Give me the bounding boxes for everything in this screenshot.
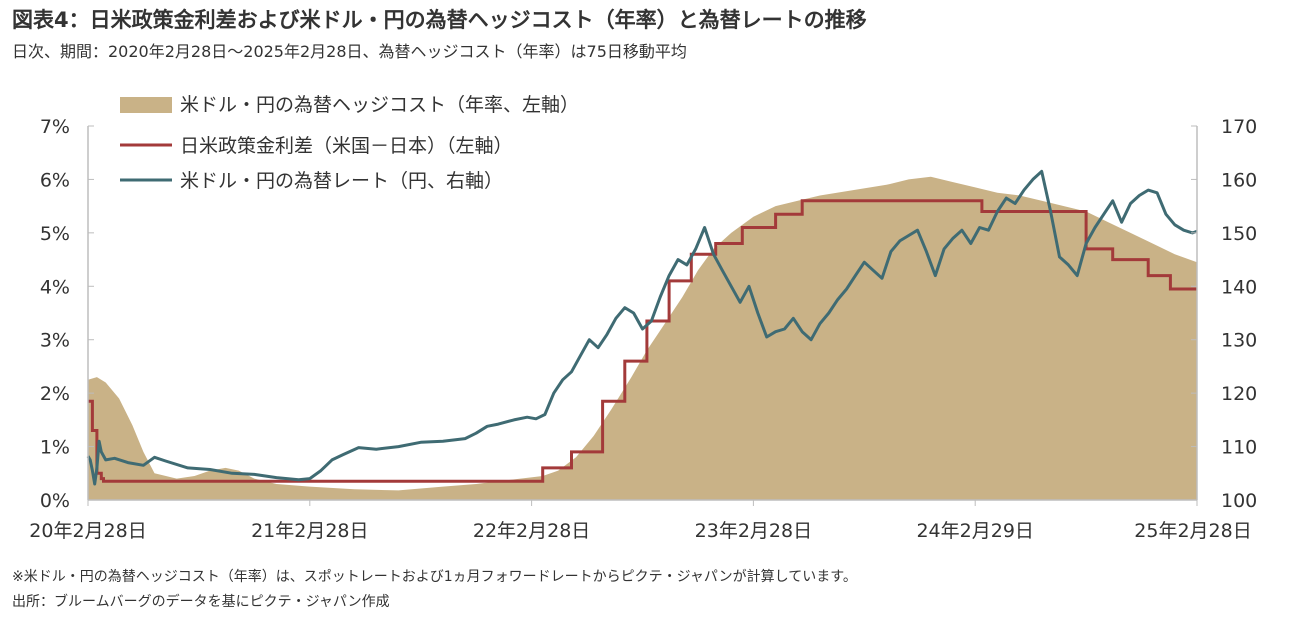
y-right-tick-label: 170	[1221, 116, 1257, 138]
y-left-tick-label: 6%	[40, 169, 70, 191]
x-tick-label: 22年2月28日	[473, 520, 590, 542]
legend-label: 日米政策金利差（米国－日本）（左軸）	[180, 135, 513, 157]
usdjpy-line	[86, 169, 1198, 486]
y-right-tick-label: 160	[1221, 169, 1257, 191]
legend-label: 米ドル・円の為替ヘッジコスト（年率、左軸）	[180, 94, 579, 116]
y-left-tick-label: 7%	[40, 116, 70, 138]
footnote: ※米ドル・円の為替ヘッジコスト（年率）は、スポットレートおよび1ヵ月フォワードレ…	[12, 569, 857, 585]
legend-label: 米ドル・円の為替レート（円、右軸）	[180, 170, 503, 192]
y-left-tick-label: 4%	[40, 276, 70, 298]
y-left-tick-label: 3%	[40, 330, 70, 352]
y-right-tick-label: 100	[1221, 490, 1257, 512]
y-left-tick-label: 2%	[40, 383, 70, 405]
source-note: 出所：ブルームバーグのデータを基にピクテ・ジャパン作成	[12, 594, 390, 610]
x-tick-label: 21年2月28日	[251, 520, 368, 542]
y-right-tick-label: 130	[1221, 330, 1257, 352]
x-tick-label: 25年2月28日	[1134, 520, 1251, 542]
axes-layer: 0% 1% 2% 3% 4% 5% 6% 7% 100 110 120 130 140 150 160 170…	[29, 116, 1257, 542]
y-left-tick-label: 5%	[40, 223, 70, 245]
y-right-tick-label: 110	[1221, 437, 1257, 459]
hedge-cost-area	[88, 176, 1197, 501]
y-right-tick-label: 150	[1221, 223, 1257, 245]
y-left-tick-label: 1%	[40, 437, 70, 459]
x-tick-label: 23年2月28日	[695, 520, 812, 542]
chart-subtitle: 日次、期間：2020年2月28日～2025年2月28日、為替ヘッジコスト（年率）…	[12, 42, 687, 61]
legend-swatch-hedge-cost	[120, 97, 172, 113]
y-right-tick-label: 140	[1221, 276, 1257, 298]
usdjpy-line-layer	[86, 169, 1198, 486]
x-tick-label: 24年2月29日	[916, 520, 1033, 542]
legend: 米ドル・円の為替ヘッジコスト（年率、左軸） 日米政策金利差（米国－日本）（左軸） 米…	[120, 94, 579, 192]
chart-title: 図表4：日米政策金利差および米ドル・円の為替ヘッジコスト（年率）と為替レートの推…	[12, 8, 867, 32]
y-right-tick-label: 120	[1221, 383, 1257, 405]
y-left-tick-label: 0%	[40, 490, 70, 512]
x-tick-label: 20年2月28日	[29, 520, 146, 542]
hedge-cost-area-layer	[88, 176, 1197, 501]
